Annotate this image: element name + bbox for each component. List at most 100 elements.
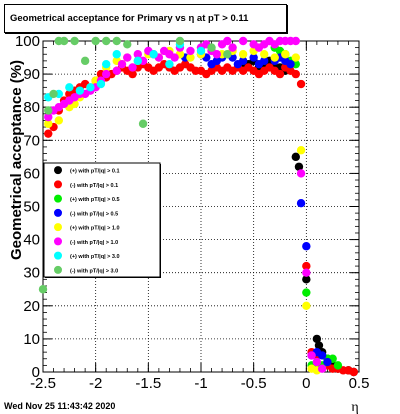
x-tick-label: 0.5 [349,375,370,392]
data-point [117,59,127,69]
data-point [302,268,311,277]
legend-marker [54,180,62,189]
data-point [223,50,232,59]
data-point [65,83,74,92]
data-point [317,364,327,373]
data-point [112,66,121,75]
data-point [302,242,311,251]
data-point [212,50,221,59]
legend-marker [54,265,62,274]
data-point [96,79,106,89]
legend-label: (+) with pT/|q| > 0.1 [70,169,120,175]
legend-marker [54,223,62,232]
data-point [54,116,63,125]
data-point [133,56,142,66]
data-point [38,285,48,294]
legend-marker [54,251,62,260]
data-point [186,53,195,62]
data-point [302,275,311,284]
legend-label: (-) with pT/|q| > 0.1 [70,183,118,189]
data-point [314,341,324,350]
data-point [49,89,58,99]
x-tick-label: 0 [302,375,310,392]
data-point [44,106,53,115]
x-tick-label: -1.5 [135,375,161,392]
data-point [128,69,137,79]
data-point [91,36,100,46]
data-point [70,36,79,46]
data-point [149,50,158,59]
data-point [102,69,111,79]
legend-label: (-) with pT/|q| > 3.0 [70,268,118,274]
legend-marker [54,237,62,246]
data-point [260,50,269,59]
data-point [296,79,306,89]
data-point [102,59,111,69]
data-point [238,36,248,46]
data-point [302,261,311,271]
data-point [291,36,300,46]
data-point [223,36,232,46]
legend-marker [54,208,62,217]
legend-marker [54,194,62,203]
data-point [249,53,258,62]
data-point [286,59,295,69]
y-tick-label: 0 [32,364,40,381]
data-point [165,59,174,69]
x-tick-label: -2.5 [30,375,56,392]
y-tick-label: 80 [23,99,40,116]
legend-label: (+) with pT/|q| > 3.0 [70,254,120,260]
data-point [323,357,332,367]
data-point [312,334,322,344]
series-1 [238,56,358,377]
data-point [75,86,85,95]
data-point [80,56,90,66]
data-point [44,112,53,122]
data-point [59,36,69,46]
data-point [291,69,300,79]
data-point [207,43,216,52]
y-tick-label: 100 [15,33,40,50]
data-point [291,53,300,62]
series-4 [181,50,332,367]
data-point [296,198,306,208]
y-tick-label: 90 [23,66,40,83]
timestamp-footer: Wed Nov 25 11:43:42 2020 [4,401,116,411]
x-axis-label: η [351,400,358,414]
data-point [133,50,142,59]
data-point [175,36,185,46]
data-point [112,50,121,59]
series-8 [38,36,232,294]
legend-box [43,162,161,278]
y-axis-label: Geometrical acceptance (%) [8,60,25,260]
data-point [196,46,206,56]
y-tick-label: 20 [23,298,40,315]
y-tick-label: 30 [23,265,40,282]
legend-label: (+) with pT/|q| > 0.5 [70,197,120,203]
data-point [112,36,121,46]
data-point [291,152,300,162]
data-point [123,40,132,49]
data-point [296,146,306,155]
legend-marker [54,166,62,175]
data-point [102,36,111,46]
y-tick-label: 50 [23,199,40,216]
data-point [170,53,179,62]
data-point [296,169,306,178]
chart-title: Geometrical acceptance for Primary vs η … [4,4,287,33]
data-point [281,50,290,59]
data-point [333,361,343,370]
data-point [312,357,322,367]
data-point [260,56,269,66]
data-point [238,50,248,59]
data-point [302,288,311,297]
data-point [238,56,248,66]
data-point [86,83,95,92]
legend: (+) with pT/|q| > 0.1 (-) with pT/|q| > 0… [43,162,161,278]
data-point [275,69,285,79]
y-tick-label: 40 [23,232,40,249]
data-point [270,53,279,62]
data-point [123,53,132,62]
series-layer [38,36,358,377]
